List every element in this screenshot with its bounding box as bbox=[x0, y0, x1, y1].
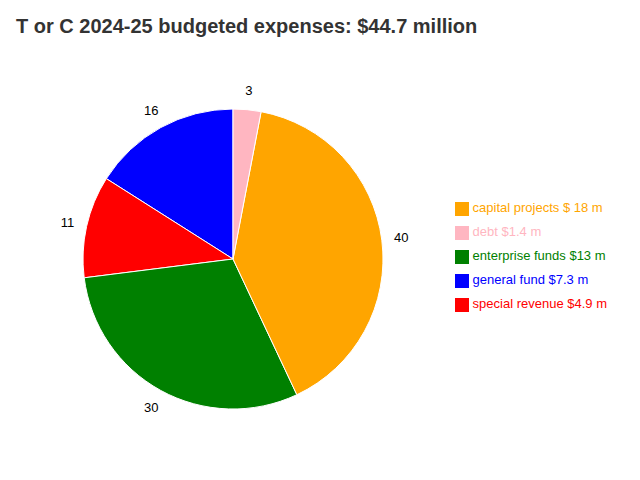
svg-text:16: 16 bbox=[144, 103, 158, 118]
svg-text:40: 40 bbox=[394, 230, 408, 245]
html-text:general fund $7.3 m: general fund $7.3 m bbox=[472, 272, 589, 287]
svg-text:11: 11 bbox=[61, 215, 75, 230]
html-text:enterprise funds $13 m: enterprise funds $13 m bbox=[472, 248, 606, 263]
html-text:T or C 2024-25 budgeted expens: T or C 2024-25 budgeted expenses: $44.7 … bbox=[16, 15, 478, 37]
html-text:special revenue $4.9 m: special revenue $4.9 m bbox=[472, 296, 607, 311]
html-text:capital projects $ 18 m: capital projects $ 18 m bbox=[472, 200, 603, 215]
html-text:debt $1.4 m: debt $1.4 m bbox=[472, 224, 542, 239]
svg-text:30: 30 bbox=[144, 400, 158, 415]
svg-text:3: 3 bbox=[245, 83, 252, 98]
